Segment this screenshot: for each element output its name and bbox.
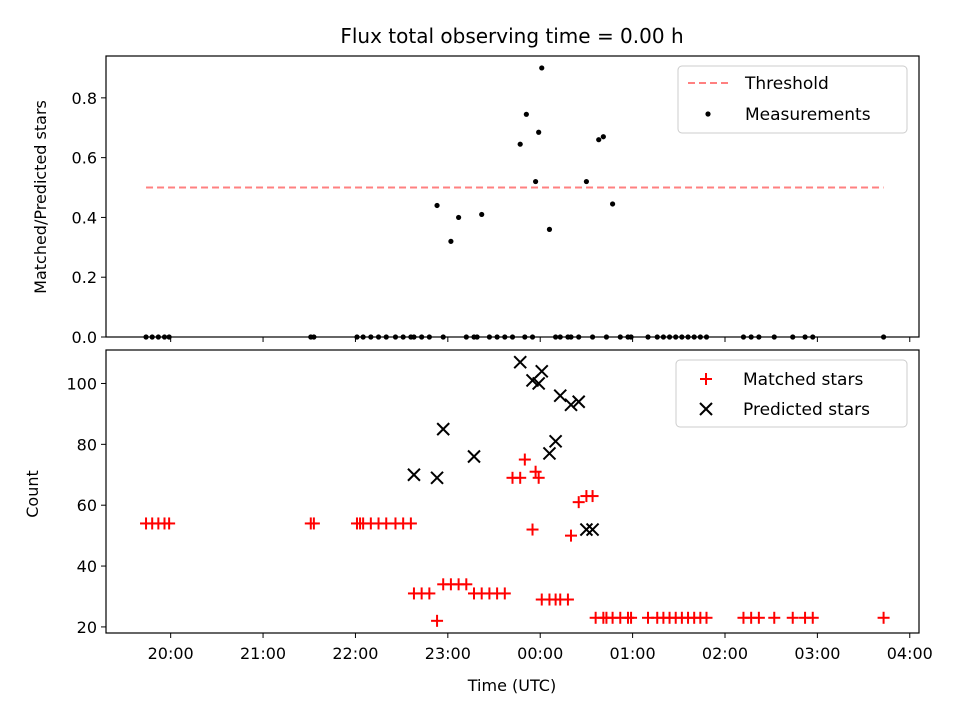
bottom-y-tick-label: 20 — [77, 618, 97, 637]
predicted-star-point — [572, 395, 586, 409]
x-tick-label: 04:00 — [887, 644, 933, 663]
bottom-y-tick-label: 100 — [66, 374, 97, 393]
top-y-axis-label: Matched/Predicted stars — [31, 100, 50, 294]
chart-title: Flux total observing time = 0.00 h — [340, 24, 683, 48]
measurement-point — [456, 214, 462, 221]
bottom-plot-area — [140, 355, 890, 627]
matched-star-point — [700, 611, 713, 624]
legend-threshold-label: Threshold — [744, 74, 829, 94]
measurement-point — [448, 238, 454, 244]
predicted-star-point — [564, 398, 578, 412]
x-tick-label: 20:00 — [148, 644, 194, 663]
bottom-y-tick-label: 40 — [77, 557, 97, 576]
matched-star-point — [625, 611, 638, 624]
measurement-point — [596, 137, 602, 143]
predicted-star-point — [553, 388, 567, 403]
matched-star-point — [404, 517, 417, 530]
measurement-point — [479, 211, 485, 218]
top-plot-area — [143, 65, 887, 340]
matched-star-point — [806, 611, 819, 624]
matched-star-point — [561, 593, 574, 606]
predicted-star-point — [548, 434, 563, 448]
matched-star-point — [307, 517, 320, 530]
top-y-tick-label: 0.4 — [72, 208, 97, 227]
measurement-point — [434, 202, 440, 209]
matched-star-point — [460, 578, 473, 591]
matched-star-point — [431, 614, 444, 627]
measurement-point — [600, 134, 606, 140]
matched-star-point — [768, 611, 781, 624]
top-axes-frame — [105, 55, 920, 338]
x-axis-label: Time (UTC) — [467, 676, 556, 695]
measurement-point — [532, 178, 539, 185]
top-legend-box — [677, 65, 908, 134]
bottom-y-tick-label: 80 — [77, 435, 97, 454]
matched-star-point — [498, 587, 511, 600]
legend-matched-swatch — [700, 373, 712, 385]
top-y-tick-label: 0.8 — [72, 89, 97, 108]
measurement-point — [609, 201, 616, 207]
matched-star-point — [877, 611, 890, 624]
matched-star-point — [565, 529, 578, 542]
matched-star-point — [423, 587, 436, 600]
bottom-legend-box — [675, 359, 908, 428]
matched-star-point — [586, 490, 599, 503]
predicted-star-point — [513, 355, 527, 369]
top-y-tick-label: 0.0 — [72, 328, 97, 347]
predicted-star-point — [535, 364, 549, 379]
x-tick-label: 03:00 — [794, 644, 840, 663]
legend-matched-label: Matched stars — [743, 370, 863, 390]
measurement-point — [539, 65, 545, 71]
predicted-star-point — [579, 522, 594, 537]
x-tick-label: 23:00 — [425, 644, 471, 663]
x-tick-label: 01:00 — [610, 644, 656, 663]
legend-measurements-label: Measurements — [745, 105, 871, 125]
bottom-y-tick-label: 60 — [77, 496, 97, 515]
top-y-tick-label: 0.6 — [72, 149, 97, 168]
predicted-star-point — [407, 468, 421, 482]
matched-star-point — [518, 453, 531, 466]
x-tick-label: 22:00 — [332, 644, 378, 663]
matched-star-point — [532, 471, 545, 484]
bottom-legend: Matched stars Predicted stars — [675, 359, 908, 428]
matched-star-point — [572, 496, 585, 509]
matched-star-point — [529, 465, 542, 478]
legend-measurements-swatch — [705, 111, 711, 117]
predicted-star-point — [436, 422, 450, 436]
predicted-star-point — [467, 449, 481, 464]
top-legend: Threshold Measurements — [677, 65, 908, 134]
x-tick-label: 21:00 — [240, 644, 286, 663]
bottom-axes-frame — [105, 349, 920, 634]
top-y-tick-label: 0.2 — [72, 268, 97, 287]
matched-star-point — [526, 523, 539, 536]
measurement-point — [536, 129, 542, 135]
measurement-point — [583, 178, 590, 185]
legend-predicted-label: Predicted stars — [743, 400, 870, 420]
bottom-y-axis-label: Count — [23, 470, 42, 518]
matched-star-point — [786, 611, 799, 624]
matched-star-point — [163, 517, 176, 530]
predicted-star-point — [430, 471, 444, 485]
matched-star-point — [514, 471, 527, 484]
x-tick-label: 00:00 — [517, 644, 563, 663]
predicted-star-point — [542, 446, 557, 461]
matched-star-point — [752, 611, 765, 624]
legend-predicted-swatch — [699, 402, 713, 416]
measurement-point — [523, 111, 529, 117]
predicted-star-point — [585, 522, 600, 537]
measurement-point — [517, 141, 523, 147]
predicted-star-point — [531, 376, 546, 391]
measurement-point — [546, 226, 553, 232]
x-tick-label: 02:00 — [702, 644, 748, 663]
